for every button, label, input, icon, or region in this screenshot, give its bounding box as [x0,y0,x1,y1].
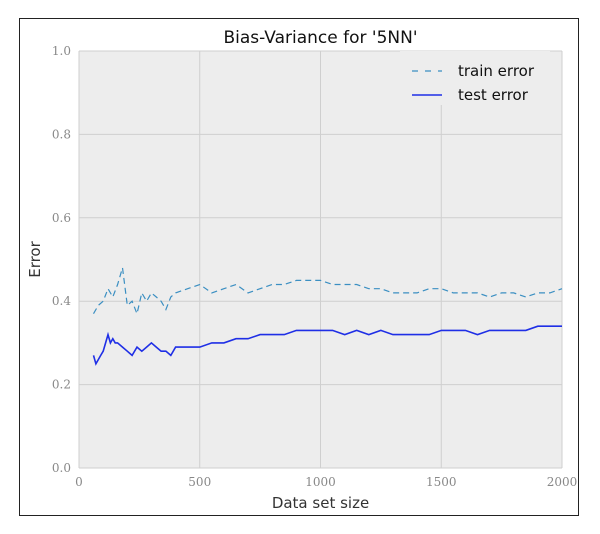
y-tick-label: 0.0 [52,461,71,475]
series-line-test-error [92,325,562,366]
y-tick-label: 0.6 [52,211,71,225]
y-tick-label: 1.0 [52,44,71,58]
x-tick-label: 0 [75,475,83,489]
x-tick-label: 1500 [426,475,457,489]
y-axis-label: Error [26,240,44,277]
chart: 0 500 1000 1500 2000 0.0 0.2 0.4 0.6 0.8 1.0 Bias-V… [26,28,578,512]
legend-label-train-error: train error [458,62,535,80]
x-tick-label: 1000 [305,475,336,489]
x-axis-label: Data set size [272,494,369,512]
figure: 0 500 1000 1500 2000 0.0 0.2 0.4 0.6 0.8 1.0 Bias-V… [19,18,579,516]
x-tick-label: 500 [188,475,211,489]
series-line-train-error [92,267,563,316]
x-tick-label: 2000 [547,475,578,489]
y-tick-label: 0.2 [52,378,71,392]
legend-box [400,51,550,105]
y-tick-label: 0.8 [52,127,71,141]
y-tick-label: 0.4 [52,294,71,308]
chart-title: Bias-Variance for '5NN' [223,28,417,48]
legend-label-test-error: test error [458,86,529,104]
